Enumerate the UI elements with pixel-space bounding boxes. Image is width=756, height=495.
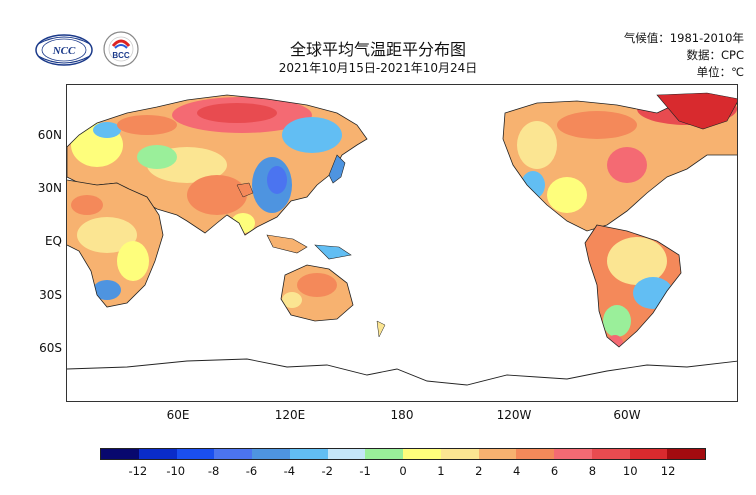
date-range-subtitle: 2021年10月15日-2021年10月24日	[278, 61, 478, 75]
legend-swatch-15	[667, 449, 705, 459]
legend-label: -6	[245, 464, 258, 478]
legend-swatch-6	[327, 449, 366, 459]
bcc-logo: BCC	[102, 30, 140, 68]
lon-label-120w: 120W	[496, 408, 532, 422]
legend-label: 2	[475, 464, 483, 478]
legend-label: -1	[359, 464, 371, 478]
lat-label-eq: EQ	[44, 234, 62, 248]
legend-label: -2	[321, 464, 333, 478]
anomaly-map	[66, 84, 738, 402]
legend-swatch-12	[554, 449, 592, 459]
legend-swatch-5	[289, 449, 328, 459]
legend-label: 4	[512, 464, 521, 478]
data-source: 数据：CPC	[686, 48, 745, 62]
lat-label-30s: 30S	[39, 288, 62, 302]
legend-label: 10	[622, 464, 638, 478]
legend-swatch-14	[629, 449, 668, 459]
legend-label: 6	[550, 464, 559, 478]
lat-label-60n: 60N	[37, 128, 62, 142]
lon-label-120e: 120E	[274, 408, 306, 422]
legend-swatch-4	[252, 449, 290, 459]
lon-label-60w: 60W	[613, 408, 641, 422]
legend-swatch-0	[101, 449, 139, 459]
climatology-period: 气候值：1981-2010年	[623, 31, 744, 45]
lat-label-60s: 60S	[39, 341, 62, 355]
legend-label: 12	[660, 464, 676, 478]
unit-label: 单位：℃	[696, 65, 744, 79]
legend-label: 0	[399, 464, 407, 478]
legend-label: -12	[128, 464, 148, 478]
legend-swatch-13	[591, 449, 630, 459]
legend-swatch-9	[440, 449, 479, 459]
bcc-logo-text: BCC	[112, 51, 130, 60]
lat-label-30n: 30N	[37, 181, 62, 195]
legend-swatch-7	[365, 449, 403, 459]
legend-swatch-2	[176, 449, 215, 459]
legend-swatch-10	[478, 449, 517, 459]
legend-label: 1	[437, 464, 445, 478]
ncc-logo: NCC	[34, 32, 93, 68]
legend-label: -8	[207, 464, 220, 478]
legend-label: 8	[588, 464, 597, 478]
legend-label: -10	[166, 464, 186, 478]
color-legend-bar	[100, 448, 706, 460]
legend-swatch-1	[138, 449, 177, 459]
lon-label-60e: 60E	[166, 408, 190, 422]
legend-swatch-3	[214, 449, 252, 459]
legend-swatch-8	[403, 449, 441, 459]
map-title: 全球平均气温距平分布图	[289, 40, 466, 59]
legend-swatch-11	[516, 449, 554, 459]
legend-label: -4	[283, 464, 296, 478]
lon-label-180: 180	[390, 408, 414, 422]
ncc-logo-text: NCC	[52, 45, 76, 57]
world-map	[67, 92, 737, 386]
